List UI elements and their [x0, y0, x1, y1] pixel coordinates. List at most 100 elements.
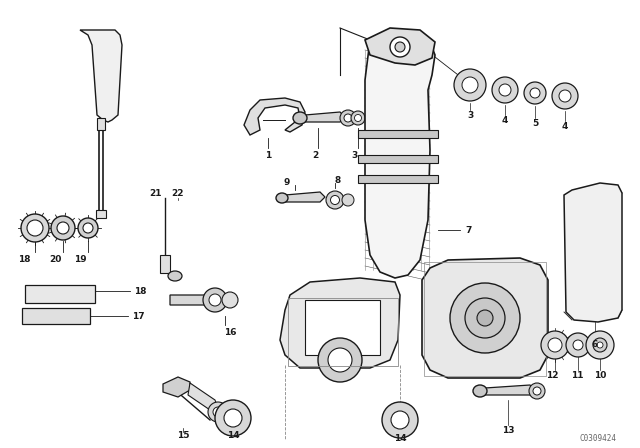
Text: 15: 15	[177, 431, 189, 439]
Text: 10: 10	[594, 370, 606, 379]
Bar	[305, 300, 380, 355]
Circle shape	[208, 402, 228, 422]
Circle shape	[586, 331, 614, 359]
Circle shape	[224, 409, 242, 427]
Circle shape	[499, 84, 511, 96]
Bar	[288, 298, 398, 366]
Text: 14: 14	[227, 431, 239, 439]
Circle shape	[83, 223, 93, 233]
Circle shape	[203, 288, 227, 312]
Circle shape	[462, 77, 478, 93]
Bar	[160, 255, 170, 273]
Circle shape	[597, 342, 603, 348]
Bar	[358, 155, 438, 163]
Bar	[22, 308, 90, 324]
Circle shape	[355, 115, 362, 121]
Polygon shape	[188, 383, 218, 412]
Circle shape	[573, 340, 583, 350]
Text: 1: 1	[265, 151, 271, 159]
Circle shape	[530, 88, 540, 98]
Polygon shape	[280, 278, 400, 368]
Text: 18: 18	[134, 287, 147, 296]
Ellipse shape	[168, 271, 182, 281]
Circle shape	[21, 214, 49, 242]
Text: 6: 6	[592, 340, 598, 349]
Circle shape	[344, 114, 352, 122]
Polygon shape	[305, 112, 345, 122]
Circle shape	[533, 387, 541, 395]
Text: 17: 17	[132, 311, 144, 320]
Text: 22: 22	[172, 189, 184, 198]
Text: 12: 12	[546, 370, 558, 379]
Bar	[96, 210, 106, 218]
Text: 7: 7	[465, 225, 472, 234]
Ellipse shape	[276, 193, 288, 203]
Circle shape	[318, 338, 362, 382]
Circle shape	[492, 77, 518, 103]
Circle shape	[593, 338, 607, 352]
Text: 13: 13	[502, 426, 515, 435]
Circle shape	[454, 69, 486, 101]
Circle shape	[328, 348, 352, 372]
Text: 9: 9	[284, 177, 290, 186]
Circle shape	[465, 298, 505, 338]
Text: 11: 11	[571, 370, 583, 379]
Circle shape	[351, 111, 365, 125]
Circle shape	[450, 283, 520, 353]
Bar	[358, 175, 438, 183]
Circle shape	[78, 218, 98, 238]
Text: 3: 3	[352, 151, 358, 159]
Circle shape	[215, 400, 251, 436]
Polygon shape	[485, 385, 535, 395]
Circle shape	[330, 195, 339, 204]
Circle shape	[340, 110, 356, 126]
Text: 5: 5	[532, 119, 538, 128]
Circle shape	[27, 220, 43, 236]
Circle shape	[559, 90, 571, 102]
Polygon shape	[170, 295, 210, 305]
Polygon shape	[564, 183, 622, 322]
Circle shape	[51, 216, 75, 240]
Text: 20: 20	[49, 254, 61, 263]
Bar	[424, 262, 546, 376]
Circle shape	[382, 402, 418, 438]
Circle shape	[209, 294, 221, 306]
Circle shape	[222, 292, 238, 308]
Circle shape	[391, 411, 409, 429]
Text: 4: 4	[562, 121, 568, 130]
Circle shape	[213, 407, 223, 417]
Circle shape	[395, 42, 405, 52]
Text: 3: 3	[467, 111, 473, 120]
Text: 8: 8	[335, 176, 341, 185]
Text: 19: 19	[74, 254, 86, 263]
Bar	[25, 285, 95, 303]
Bar	[358, 130, 438, 138]
Polygon shape	[365, 38, 435, 278]
Circle shape	[477, 310, 493, 326]
Circle shape	[529, 383, 545, 399]
Text: C0309424: C0309424	[579, 434, 616, 443]
Polygon shape	[163, 377, 190, 397]
Text: 18: 18	[18, 254, 30, 263]
Ellipse shape	[293, 112, 307, 124]
Polygon shape	[80, 30, 122, 122]
Circle shape	[57, 222, 69, 234]
Circle shape	[548, 338, 562, 352]
Text: 16: 16	[224, 327, 236, 336]
Text: 2: 2	[312, 151, 318, 159]
Text: 14: 14	[394, 434, 406, 443]
Circle shape	[390, 37, 410, 57]
Circle shape	[566, 333, 590, 357]
Text: 4: 4	[502, 116, 508, 125]
Circle shape	[524, 82, 546, 104]
Polygon shape	[285, 192, 325, 202]
Circle shape	[342, 194, 354, 206]
Ellipse shape	[473, 385, 487, 397]
Circle shape	[326, 191, 344, 209]
Circle shape	[552, 83, 578, 109]
Circle shape	[541, 331, 569, 359]
Text: 21: 21	[148, 189, 161, 198]
Polygon shape	[422, 258, 548, 378]
Polygon shape	[244, 98, 305, 135]
Bar	[97, 118, 105, 130]
